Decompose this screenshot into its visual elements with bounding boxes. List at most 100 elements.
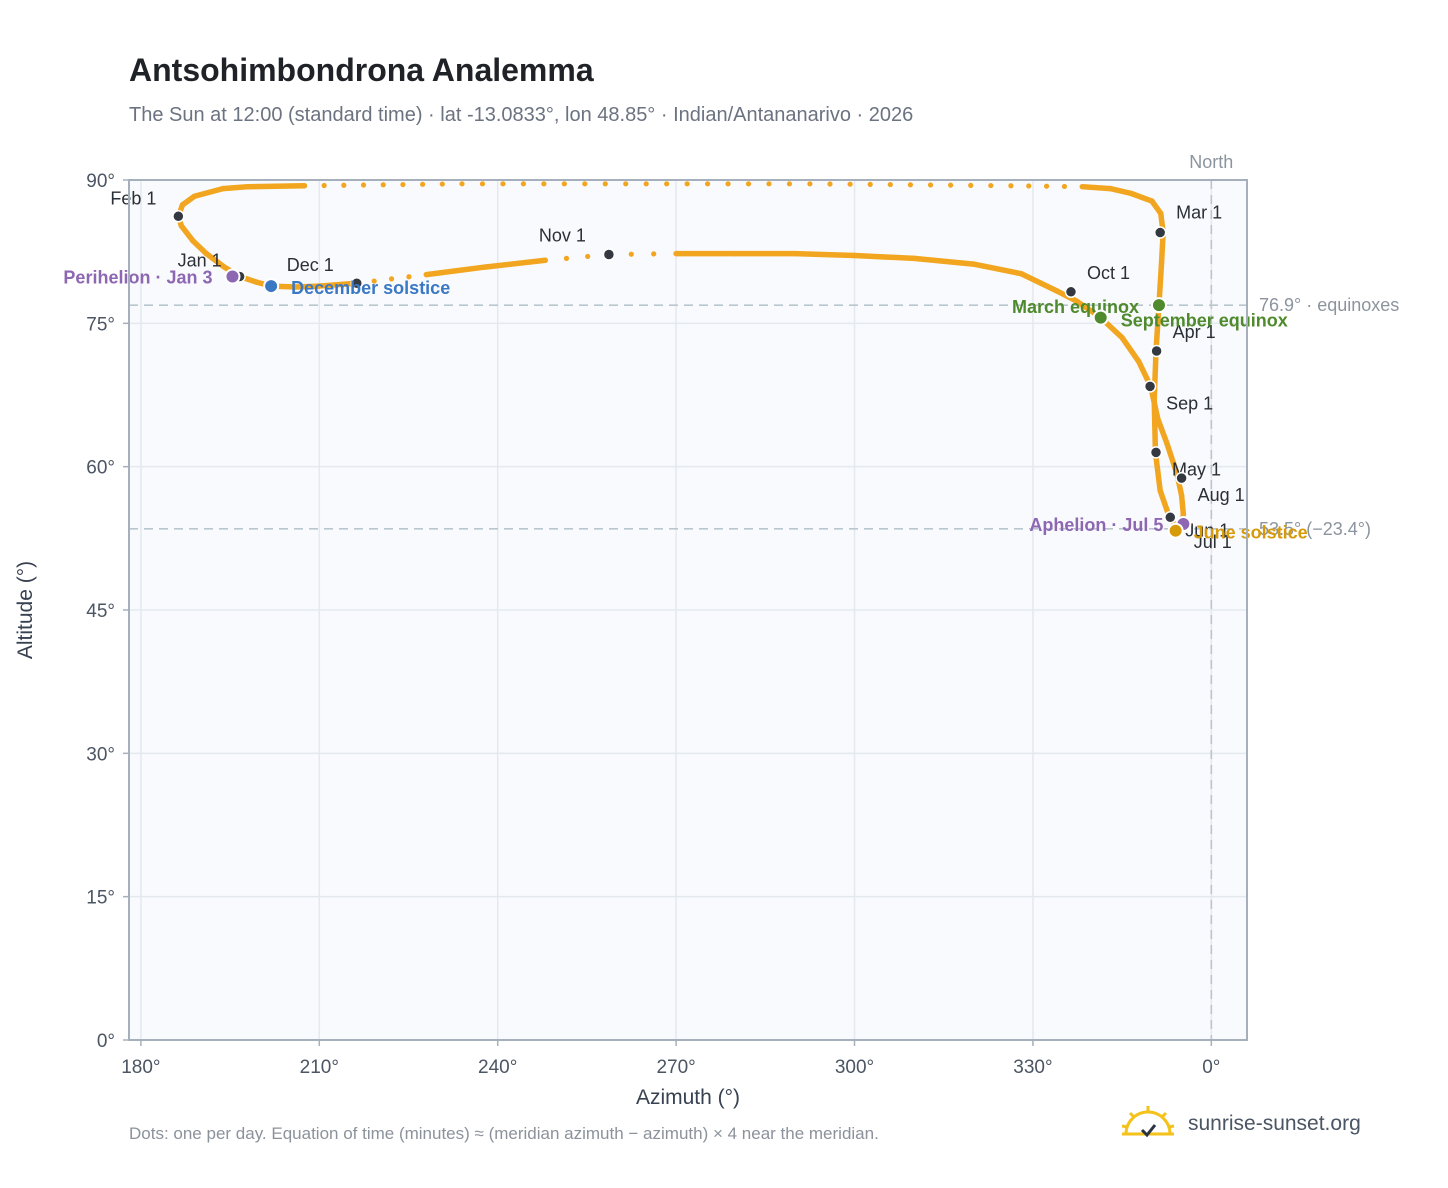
chart-subtitle: The Sun at 12:00 (standard time) · lat -… [129, 104, 914, 126]
month-label: Feb 1 [110, 188, 156, 208]
y-tick-label: 15° [86, 888, 115, 909]
path-segment [483, 257, 549, 270]
daily-dot [563, 255, 570, 261]
reference-lines: 76.9° · equinoxes 53.5° (−23.4°) North [129, 152, 1399, 1040]
daily-dot [948, 182, 954, 188]
path-segment [316, 280, 360, 289]
event-label: September equinox [1121, 311, 1288, 331]
event-label: Perihelion · Jan 3 [63, 268, 212, 288]
path-segment [911, 255, 977, 267]
daily-dot [406, 274, 412, 280]
path-segment [792, 250, 858, 259]
daily-dot [582, 181, 588, 187]
analemma-path [175, 181, 1187, 532]
path-segment [220, 183, 251, 192]
daily-dot [766, 181, 772, 187]
y-axis-title: Altitude (°) [14, 561, 37, 659]
month-label: Dec 1 [287, 255, 334, 275]
path-segment [1079, 183, 1113, 192]
event-label: Aphelion · Jul 5 [1029, 515, 1163, 535]
daily-dot [867, 181, 873, 187]
daily-dot [673, 250, 679, 257]
path-segment [970, 261, 1024, 277]
month-label: Jul 1 [1194, 532, 1232, 552]
daily-dot [704, 181, 711, 187]
daily-dot [786, 181, 793, 187]
daily-dot [623, 181, 629, 187]
path-segment [203, 250, 227, 270]
daily-dot [500, 181, 506, 187]
y-tick-label: 0° [97, 1031, 115, 1052]
daily-dot [341, 182, 347, 188]
brand-name: sunrise-sunset.org [1188, 1112, 1361, 1135]
month-label: Mar 1 [1176, 203, 1222, 223]
event-label: March equinox [1012, 297, 1139, 317]
daily-dot [371, 278, 377, 284]
event-marker [1092, 309, 1109, 326]
reference-line-label: 76.9° · equinoxes [1259, 295, 1399, 315]
event-marker [263, 278, 280, 295]
daily-dot [988, 182, 994, 189]
path-segment [292, 283, 323, 290]
path-segment [1128, 190, 1155, 204]
daily-dot [439, 181, 445, 187]
daily-dot [459, 181, 465, 187]
daily-dot [360, 182, 367, 188]
daily-dot [745, 181, 752, 187]
sunrise-logo-icon [1121, 1106, 1175, 1138]
reference-line-label: 53.5° (−23.4°) [1259, 519, 1371, 539]
path-segment [1155, 416, 1170, 446]
daily-dot [479, 181, 486, 187]
x-tick-label: 0° [1202, 1057, 1220, 1078]
y-tick-label: 30° [86, 744, 115, 765]
month-marker [1150, 344, 1163, 358]
month-label: Oct 1 [1087, 263, 1130, 283]
daily-dot [301, 183, 308, 189]
path-segment [178, 223, 196, 244]
x-tick-label: 300° [835, 1057, 874, 1078]
daily-dot [585, 253, 591, 260]
y-tick-label: 75° [86, 314, 115, 335]
daily-dot [1008, 183, 1014, 189]
month-label: Aug 1 [1198, 485, 1245, 505]
month-label: Apr 1 [1173, 322, 1216, 342]
daily-dot [1026, 183, 1032, 189]
path-segment [1178, 492, 1187, 518]
daily-dot [520, 181, 527, 187]
month-marker [1153, 226, 1167, 239]
month-marker [172, 210, 185, 223]
x-axis-title: Azimuth (°) [636, 1086, 740, 1109]
month-marker [602, 248, 616, 261]
event-marker [1150, 297, 1167, 314]
daily-dot [561, 181, 567, 187]
path-segment [423, 264, 489, 278]
path-segment [1119, 334, 1142, 365]
x-tick-label: 180° [121, 1057, 160, 1078]
daily-dot [907, 182, 914, 188]
month-marker [1064, 285, 1078, 299]
event-markers: Perihelion · Jan 3 December solstice March… [63, 268, 1307, 543]
daily-dot [807, 181, 813, 187]
month-label: Nov 1 [539, 226, 586, 246]
y-tick-label: 90° [86, 171, 115, 192]
daily-dot [725, 181, 731, 187]
daily-dot [643, 181, 649, 187]
daily-dot [847, 181, 853, 187]
chart-title: Antsohimbondrona Analemma [129, 52, 594, 88]
daily-dot [927, 182, 934, 188]
daily-dot [400, 181, 406, 188]
daily-dot [1061, 183, 1068, 190]
daily-dot [628, 251, 634, 257]
daily-dot [664, 181, 670, 187]
daily-dot [420, 181, 426, 187]
path-segment [1018, 270, 1060, 294]
month-label: Jan 1 [178, 251, 222, 271]
path-segment [1107, 185, 1134, 197]
path-segment [1163, 440, 1180, 477]
daily-dot [423, 272, 429, 278]
month-marker [1149, 446, 1163, 459]
brand[interactable]: sunrise-sunset.org [1120, 1104, 1361, 1144]
path-segment [191, 185, 226, 199]
daily-dot [602, 181, 608, 187]
